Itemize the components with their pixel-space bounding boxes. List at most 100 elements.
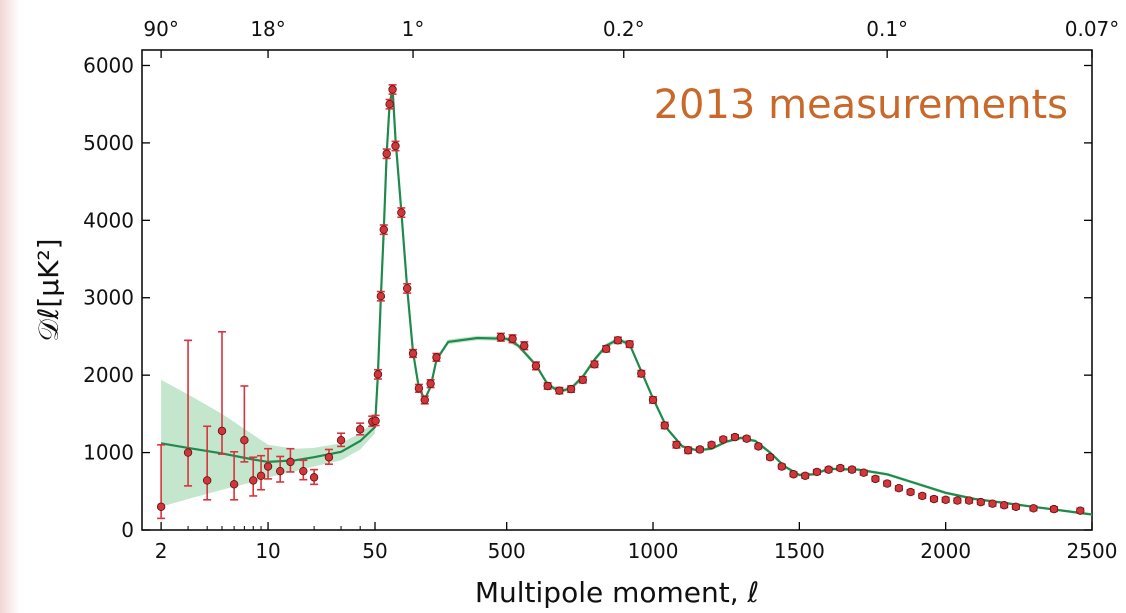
data-point — [299, 466, 308, 476]
y-tick-label: 4000 — [83, 208, 134, 232]
data-point — [859, 468, 868, 477]
data-point — [373, 370, 383, 379]
data-point — [789, 470, 798, 479]
data-point — [324, 453, 334, 462]
data-point — [719, 435, 728, 444]
data-point — [420, 395, 429, 405]
data-point — [695, 445, 705, 454]
uncertainty-band-layer — [161, 82, 1093, 516]
data-point — [1011, 502, 1021, 511]
data-point — [613, 336, 623, 345]
data-point — [371, 416, 380, 426]
data-point — [707, 440, 716, 450]
data-point — [1000, 501, 1009, 510]
data-point — [355, 425, 365, 434]
data-point — [836, 463, 845, 473]
data-point — [777, 462, 786, 471]
data-point — [376, 291, 386, 301]
data-point — [964, 496, 974, 505]
x-tick-label: 50 — [362, 539, 387, 563]
top-tick-label: 1° — [402, 17, 425, 41]
data-point — [379, 225, 388, 234]
top-tick-label: 0.2° — [603, 17, 645, 41]
data-point — [263, 462, 273, 471]
x-tick-label: 2 — [155, 539, 168, 563]
data-point — [637, 369, 646, 378]
data-point — [894, 483, 904, 493]
data-point — [742, 434, 751, 443]
data-point — [765, 453, 775, 462]
data-point — [156, 502, 166, 511]
x-tick-label: 2000 — [920, 539, 971, 563]
data-point — [385, 99, 394, 109]
data-point — [508, 334, 517, 343]
data-point — [660, 421, 669, 430]
data-point — [941, 495, 950, 505]
top-tick-label: 18° — [250, 17, 285, 41]
y-tick-label: 6000 — [83, 53, 134, 77]
left-edge-decoration — [0, 0, 20, 613]
y-tick-label: 2000 — [83, 363, 134, 387]
y-tick-label: 0 — [121, 518, 134, 542]
data-point — [520, 341, 529, 350]
data-point — [988, 499, 997, 508]
x-axis-title: Multipole moment, ℓ — [475, 576, 759, 609]
y-tick-label: 1000 — [83, 441, 134, 465]
data-point — [391, 141, 400, 151]
data-point — [414, 384, 424, 393]
data-point — [240, 435, 249, 445]
y-axis-title: 𝒟ℓ[μK²] — [32, 238, 65, 341]
data-point — [408, 349, 418, 358]
uncertainty-band — [161, 82, 1093, 516]
data-point — [249, 476, 258, 485]
x-tick-label: 2500 — [1067, 539, 1118, 563]
data-point — [601, 344, 611, 354]
plot-frame — [141, 49, 1093, 531]
data-point — [1049, 504, 1059, 514]
measurement-annotation: 2013 measurements — [654, 82, 1068, 128]
data-point — [882, 479, 892, 488]
top-tick-label: 0.1° — [866, 17, 908, 41]
data-point — [871, 474, 880, 484]
data-point — [229, 480, 239, 489]
top-tick-label: 90° — [143, 17, 178, 41]
data-point — [531, 361, 541, 371]
data-point — [543, 381, 552, 391]
data-point — [801, 471, 810, 481]
x-tick-label: 500 — [488, 539, 526, 563]
data-point — [672, 440, 681, 450]
data-point — [336, 435, 346, 445]
data-point — [566, 384, 576, 394]
data-point — [1029, 504, 1038, 513]
y-tick-label: 3000 — [83, 286, 134, 310]
data-point — [217, 426, 227, 436]
x-tick-label: 1500 — [774, 539, 825, 563]
data-point — [183, 448, 193, 457]
data-point — [309, 473, 319, 482]
data-point — [648, 395, 658, 405]
data-point — [286, 457, 295, 467]
data-point — [730, 432, 740, 442]
top-tick-label: 0.07° — [1065, 17, 1120, 41]
data-point — [683, 446, 693, 455]
data-point — [256, 471, 266, 481]
data-point — [432, 353, 441, 362]
data-point — [976, 497, 985, 507]
data-point — [929, 494, 939, 504]
data-point — [382, 149, 391, 158]
data-point — [1076, 506, 1085, 515]
data-point — [824, 465, 833, 474]
y-tick-label: 5000 — [83, 131, 134, 155]
data-point — [918, 491, 927, 501]
x-tick-label: 10 — [255, 539, 280, 563]
data-point — [625, 339, 634, 349]
data-point — [590, 360, 599, 369]
data-point — [578, 375, 587, 385]
data-point — [847, 465, 857, 474]
data-point — [754, 442, 763, 451]
data-point — [426, 379, 435, 388]
axis-tick-layer: 0 1000 2000 3000 4000 5000 6000 2 10 50 500 1000 150… — [83, 17, 1119, 563]
data-point — [496, 333, 506, 342]
data-point — [202, 476, 212, 485]
